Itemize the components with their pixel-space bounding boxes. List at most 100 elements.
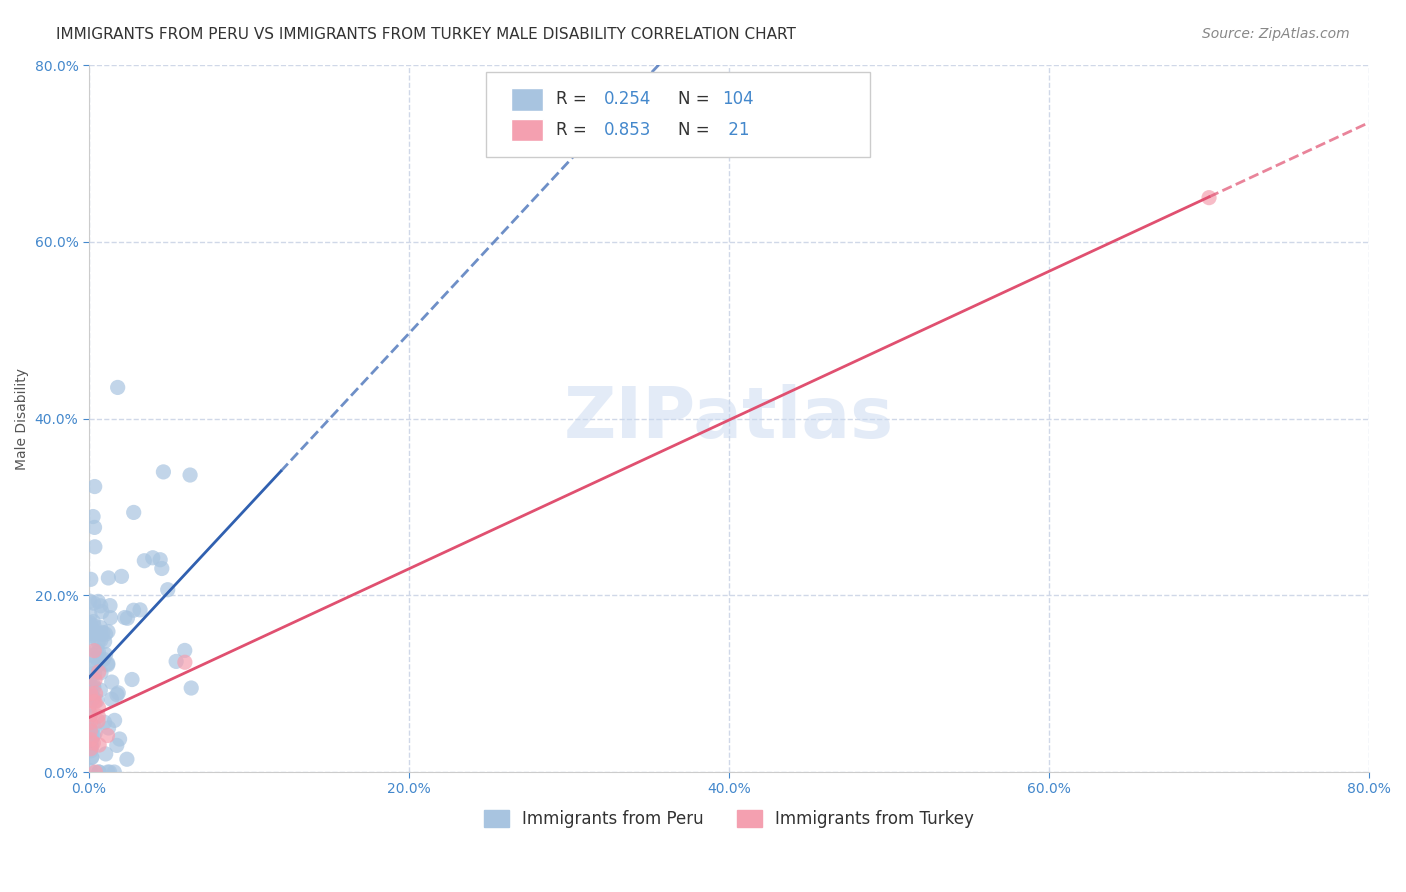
Point <box>90 599 112 613</box>
Point <box>1198 191 1220 205</box>
Point <box>129 603 152 617</box>
Point <box>105 688 128 702</box>
Point <box>90 653 112 667</box>
Point <box>80 750 103 764</box>
Point <box>79 732 101 747</box>
Point <box>83 719 105 733</box>
Text: 104: 104 <box>723 90 754 108</box>
Point <box>79 615 101 630</box>
Point <box>79 723 101 738</box>
Point <box>83 643 105 657</box>
Point <box>87 765 110 780</box>
Point <box>84 726 107 740</box>
Point <box>84 651 107 665</box>
Point <box>79 741 101 756</box>
Point <box>84 765 107 780</box>
Point <box>97 571 120 585</box>
Point <box>173 643 195 657</box>
Point <box>100 692 122 706</box>
Point <box>89 738 111 752</box>
Point <box>180 681 202 695</box>
Point <box>80 738 103 752</box>
Point <box>122 603 145 617</box>
Point <box>91 625 114 640</box>
Point <box>84 643 107 657</box>
Point <box>83 666 105 681</box>
Point <box>93 715 115 730</box>
Point <box>173 655 195 669</box>
Point <box>86 626 108 640</box>
Point <box>80 680 103 694</box>
Point <box>82 509 104 524</box>
Point <box>97 721 120 735</box>
Point <box>82 736 104 750</box>
Point <box>90 621 112 635</box>
Point <box>79 722 101 736</box>
Text: N =: N = <box>678 90 714 108</box>
Point <box>107 686 129 700</box>
Point <box>156 582 179 597</box>
Legend: Immigrants from Peru, Immigrants from Turkey: Immigrants from Peru, Immigrants from Tu… <box>477 803 981 834</box>
Point <box>98 599 121 613</box>
Text: R =: R = <box>557 90 592 108</box>
Point <box>80 626 103 640</box>
Point <box>114 610 136 624</box>
Point <box>79 707 101 722</box>
Point <box>79 698 101 713</box>
Point <box>104 714 127 728</box>
Point <box>83 596 105 610</box>
Point <box>79 764 101 778</box>
Point <box>90 633 112 648</box>
Point <box>122 505 145 519</box>
Point <box>79 618 101 632</box>
Point <box>142 550 165 565</box>
Point <box>83 479 105 493</box>
Point <box>86 658 108 673</box>
Point <box>93 652 115 666</box>
Point <box>98 765 121 780</box>
Point <box>82 615 104 629</box>
Point <box>108 732 131 747</box>
Point <box>87 714 110 728</box>
Point <box>79 715 101 730</box>
Point <box>96 729 118 743</box>
Point <box>107 380 129 394</box>
Point <box>103 765 125 780</box>
Point <box>82 678 104 692</box>
FancyBboxPatch shape <box>485 72 870 157</box>
Point <box>80 628 103 642</box>
Text: 0.853: 0.853 <box>603 121 651 139</box>
Point <box>94 747 117 761</box>
Point <box>152 465 174 479</box>
Point <box>80 750 103 764</box>
Text: Source: ZipAtlas.com: Source: ZipAtlas.com <box>1202 27 1350 41</box>
Text: IMMIGRANTS FROM PERU VS IMMIGRANTS FROM TURKEY MALE DISABILITY CORRELATION CHART: IMMIGRANTS FROM PERU VS IMMIGRANTS FROM … <box>56 27 796 42</box>
Point <box>165 654 187 668</box>
Point <box>87 709 110 723</box>
Point <box>90 605 112 619</box>
Point <box>80 740 103 755</box>
Text: N =: N = <box>678 121 714 139</box>
Point <box>84 695 107 709</box>
Point <box>97 657 120 672</box>
Point <box>87 665 110 679</box>
Point <box>79 608 101 623</box>
Point <box>79 594 101 608</box>
Point <box>82 691 104 706</box>
Point <box>79 709 101 723</box>
Point <box>179 468 201 483</box>
Point <box>80 727 103 741</box>
Point <box>79 686 101 700</box>
Point <box>110 569 132 583</box>
FancyBboxPatch shape <box>512 88 543 111</box>
Point <box>84 673 107 687</box>
FancyBboxPatch shape <box>512 119 543 142</box>
Point <box>80 572 103 586</box>
Point <box>90 665 112 680</box>
Text: 0.254: 0.254 <box>603 90 651 108</box>
Point <box>80 619 103 633</box>
Point <box>117 611 139 625</box>
Text: 21: 21 <box>723 121 749 139</box>
Point <box>79 625 101 640</box>
Point <box>79 726 101 740</box>
